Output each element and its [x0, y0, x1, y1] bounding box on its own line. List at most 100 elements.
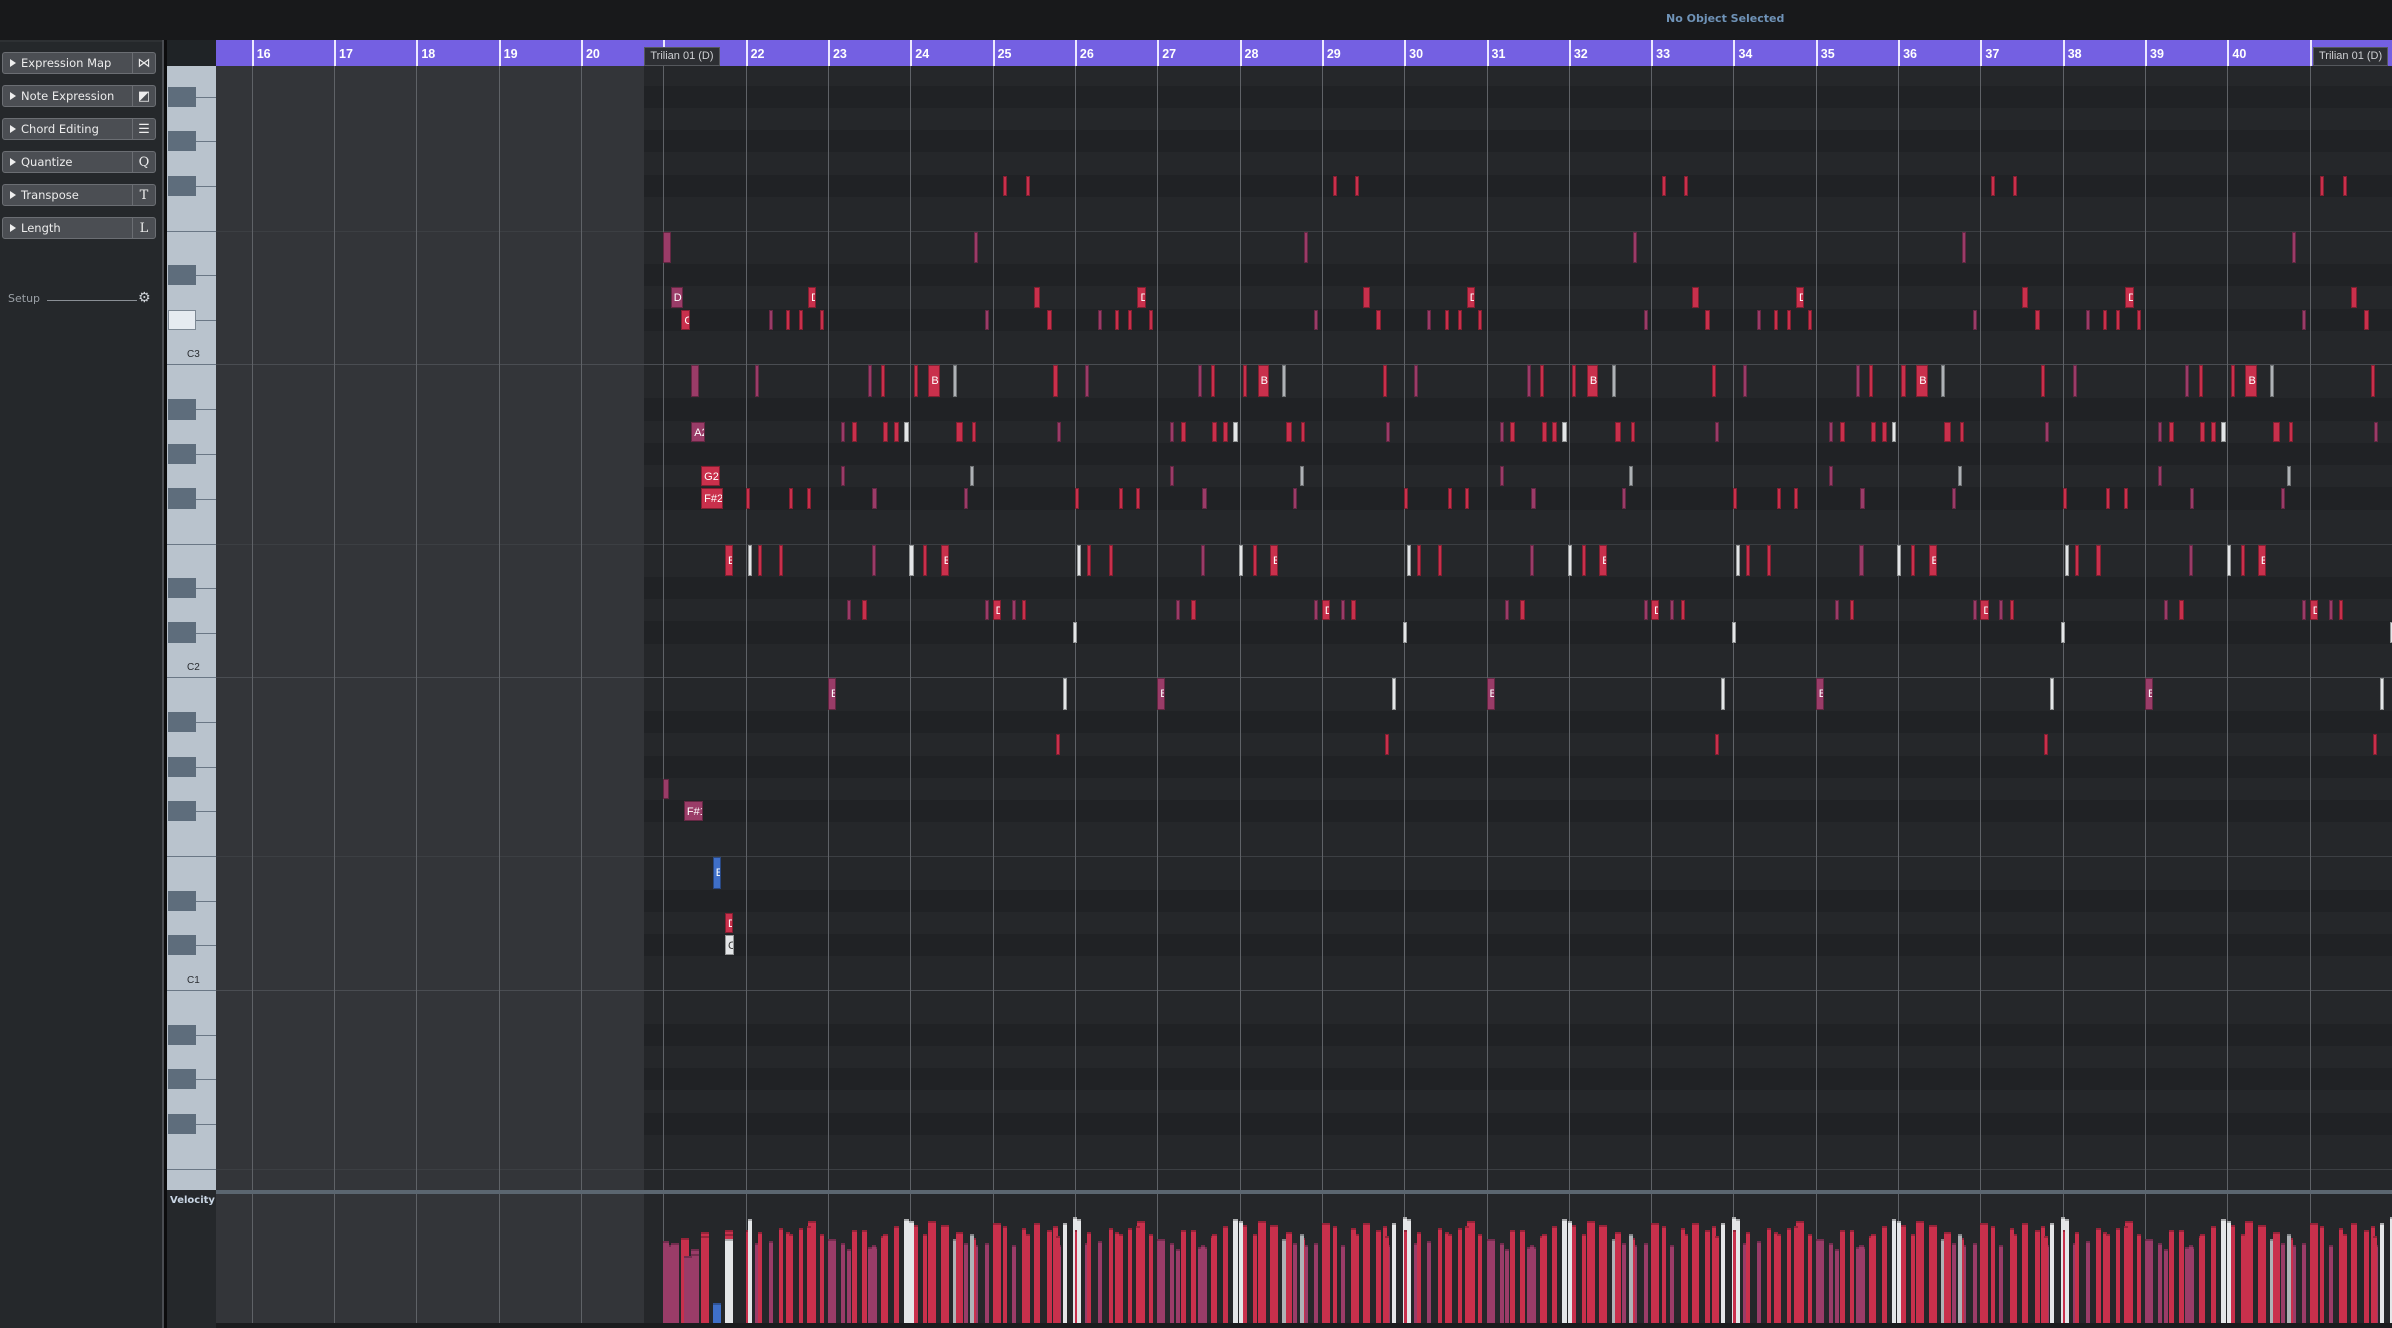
note[interactable]: G2	[701, 466, 721, 487]
black-key[interactable]	[168, 86, 196, 107]
bar-number[interactable]: 33	[1656, 47, 1671, 61]
velocity-bar[interactable]	[1003, 1226, 1008, 1323]
velocity-bar[interactable]	[2041, 1226, 2046, 1323]
velocity-bar[interactable]	[1351, 1228, 1356, 1323]
note[interactable]	[1073, 622, 1078, 643]
note[interactable]	[1643, 309, 1648, 331]
velocity-bar[interactable]	[1447, 1233, 1452, 1323]
velocity-bar[interactable]	[1834, 1248, 1839, 1323]
velocity-bar[interactable]	[1437, 1228, 1443, 1323]
velocity-bar[interactable]	[2072, 1243, 2077, 1323]
note[interactable]	[789, 488, 794, 509]
note[interactable]	[1053, 365, 1058, 398]
note[interactable]	[2096, 544, 2101, 576]
black-key[interactable]	[168, 399, 196, 420]
velocity-bar[interactable]	[757, 1231, 762, 1323]
velocity-bar[interactable]	[1714, 1235, 1719, 1323]
note[interactable]	[1567, 544, 1573, 576]
velocity-bar[interactable]	[1991, 1226, 1996, 1323]
note[interactable]	[1959, 421, 1964, 442]
note[interactable]	[1314, 600, 1319, 621]
velocity-bar[interactable]	[2021, 1222, 2029, 1323]
note[interactable]	[1293, 488, 1298, 509]
velocity-bar[interactable]	[1363, 1222, 1370, 1323]
note[interactable]	[1834, 600, 1839, 621]
note[interactable]	[2178, 600, 2184, 621]
black-key[interactable]	[168, 443, 196, 465]
note[interactable]: A2	[691, 421, 706, 442]
velocity-bar[interactable]	[1897, 1220, 1902, 1323]
note[interactable]	[1402, 622, 1407, 643]
note[interactable]	[1499, 421, 1504, 442]
note[interactable]	[893, 421, 899, 442]
note[interactable]	[1733, 488, 1738, 509]
note[interactable]: E	[1599, 544, 1608, 576]
velocity-bar[interactable]	[2010, 1228, 2015, 1323]
note[interactable]	[2302, 600, 2307, 621]
velocity-bar[interactable]	[1661, 1226, 1666, 1323]
note[interactable]	[2373, 734, 2378, 755]
note[interactable]	[2342, 175, 2347, 196]
velocity-bar[interactable]	[2096, 1228, 2101, 1323]
note[interactable]	[1176, 600, 1181, 621]
note[interactable]	[1282, 365, 1287, 398]
note[interactable]	[806, 488, 811, 509]
note[interactable]	[1745, 544, 1750, 576]
piano-keyboard[interactable]: C3 C2 C1	[167, 66, 216, 1190]
bar-number[interactable]: 18	[421, 47, 436, 61]
velocity-bar[interactable]	[2116, 1228, 2121, 1323]
velocity-bar[interactable]	[1735, 1218, 1740, 1323]
panel-splitter[interactable]	[162, 40, 167, 1328]
note[interactable]	[1869, 365, 1874, 398]
velocity-bar[interactable]	[861, 1230, 867, 1323]
velocity-bar[interactable]	[2220, 1218, 2226, 1323]
velocity-bar[interactable]	[1406, 1218, 1411, 1323]
velocity-bar[interactable]	[2145, 1239, 2154, 1323]
note[interactable]	[2188, 544, 2193, 576]
velocity-bar[interactable]	[2245, 1220, 2254, 1323]
velocity-bar[interactable]	[1881, 1226, 1887, 1323]
velocity-bar[interactable]	[1586, 1220, 1595, 1323]
velocity-bar[interactable]	[974, 1244, 979, 1323]
velocity-bar[interactable]	[808, 1220, 817, 1323]
velocity-bar[interactable]	[1807, 1233, 1812, 1323]
note[interactable]	[1135, 488, 1140, 509]
velocity-bar[interactable]	[2291, 1244, 2296, 1323]
velocity-bar[interactable]	[1520, 1230, 1526, 1323]
note[interactable]	[903, 421, 909, 442]
velocity-bar[interactable]	[1115, 1231, 1120, 1323]
note[interactable]	[2328, 600, 2333, 621]
note[interactable]: C#	[681, 309, 690, 331]
note[interactable]	[1856, 365, 1861, 398]
velocity-bar[interactable]	[1181, 1230, 1187, 1323]
chord-editing-icon[interactable]: ☰	[132, 119, 155, 139]
note[interactable]	[748, 544, 753, 576]
velocity-bar[interactable]	[1212, 1233, 1218, 1323]
velocity-bar[interactable]	[1376, 1230, 1382, 1323]
note[interactable]	[2044, 421, 2049, 442]
note[interactable]	[1181, 421, 1187, 442]
velocity-bar[interactable]	[1055, 1235, 1060, 1323]
velocity-bar[interactable]	[1980, 1222, 1989, 1323]
velocity-bar[interactable]	[2210, 1226, 2216, 1323]
note[interactable]	[1457, 309, 1462, 331]
black-key[interactable]	[168, 622, 196, 643]
note[interactable]	[2210, 421, 2216, 442]
note[interactable]	[1526, 365, 1531, 398]
length-section[interactable]: Length L	[2, 217, 156, 239]
note[interactable]	[1084, 365, 1089, 398]
note[interactable]	[1212, 421, 1218, 442]
velocity-bar[interactable]	[1257, 1220, 1266, 1323]
note[interactable]	[1340, 600, 1345, 621]
note[interactable]	[1303, 231, 1308, 264]
note[interactable]	[923, 544, 928, 576]
note[interactable]	[2302, 309, 2307, 331]
note[interactable]	[871, 544, 876, 576]
note[interactable]	[1828, 466, 1833, 487]
velocity-bar[interactable]	[1046, 1230, 1052, 1323]
note[interactable]	[1447, 488, 1452, 509]
velocity-bar[interactable]	[1505, 1248, 1510, 1323]
bar-number[interactable]: 25	[997, 47, 1012, 61]
note[interactable]	[1416, 544, 1421, 576]
black-key[interactable]	[168, 1024, 196, 1045]
